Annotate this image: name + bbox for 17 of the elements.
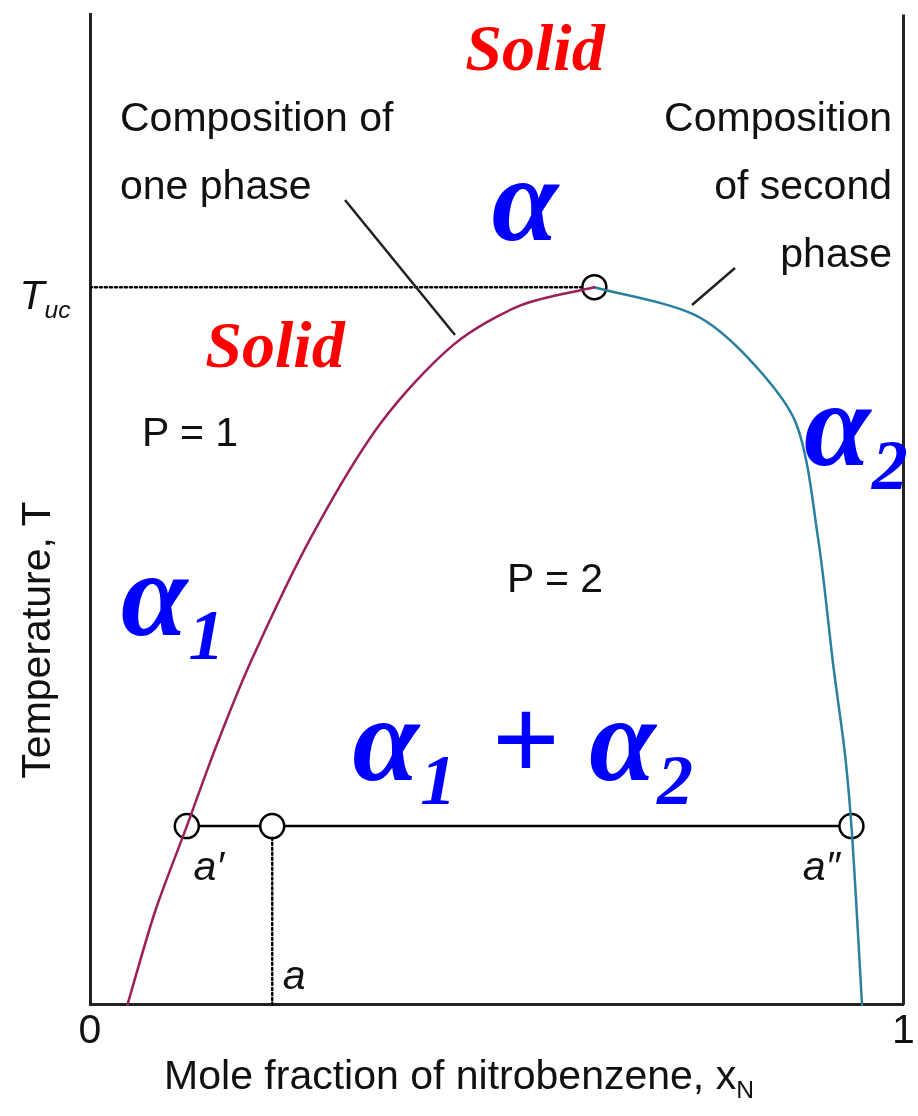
annotation: T$_{uc}$ xyxy=(19,272,71,324)
annotation: Solid xyxy=(205,308,345,381)
x-tick-label: 1 xyxy=(892,1005,915,1052)
annotation: a′ xyxy=(193,842,225,889)
annotation: a xyxy=(282,951,306,998)
annotation: α₁ + α₂ xyxy=(352,673,698,806)
x-tick-label: 0 xyxy=(78,1005,102,1052)
annotation: α₁ xyxy=(120,528,230,661)
annotation: P = 2 xyxy=(506,554,604,601)
x-axis-title: Mole fraction of nitrobenzene, x$_{N}$ xyxy=(163,1052,755,1105)
text: α xyxy=(491,133,559,266)
annotation: P = 1 xyxy=(141,408,239,455)
annotation: a″ xyxy=(802,842,841,889)
text: Solid xyxy=(465,11,605,84)
text: Composition of second phase xyxy=(663,93,892,278)
y-axis-title: Temperature, T xyxy=(12,501,60,779)
text: Composition of one phase xyxy=(120,93,395,210)
